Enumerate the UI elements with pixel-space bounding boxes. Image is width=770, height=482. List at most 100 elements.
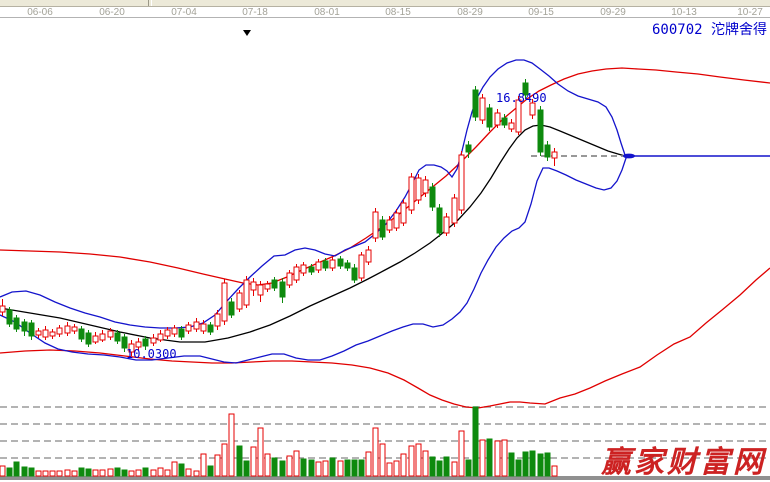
volume-bar — [544, 452, 551, 477]
volume-bar — [308, 459, 315, 477]
candle-body — [185, 324, 192, 332]
window-top-strip — [0, 0, 770, 7]
date-tick-label: 06-06 — [27, 7, 53, 18]
candle-body — [92, 335, 99, 343]
candle-body — [107, 330, 114, 338]
volume-bar — [494, 440, 501, 477]
candle-body — [42, 329, 49, 338]
date-tick-label: 08-01 — [314, 7, 340, 18]
volume-bar — [329, 457, 336, 477]
volume-bar — [121, 469, 128, 477]
price-annotation: 16.8490 — [496, 91, 547, 105]
volume-bar — [150, 469, 157, 477]
date-tick-label: 10-27 — [737, 7, 763, 18]
volume-bar — [200, 453, 207, 477]
volume-bar — [207, 465, 214, 477]
candle-body — [6, 309, 13, 325]
candle-body — [264, 283, 271, 290]
volume-bar — [28, 467, 35, 477]
volume-bar — [214, 454, 221, 477]
volume-bar — [479, 439, 486, 477]
candle-body — [415, 177, 422, 201]
volume-bar — [408, 445, 415, 477]
volume-bar — [92, 469, 99, 477]
candle-body — [221, 282, 228, 322]
volume-bar — [142, 467, 149, 477]
candle-body — [64, 325, 71, 334]
date-tick-label: 07-18 — [242, 7, 268, 18]
candle-body — [178, 328, 185, 338]
volume-bar — [286, 455, 293, 477]
volume-bar — [78, 467, 85, 477]
candle-body — [99, 333, 106, 341]
candle-body — [458, 154, 465, 211]
candle-body — [537, 109, 544, 153]
volume-bar — [515, 459, 522, 477]
volume-bar — [358, 459, 365, 477]
candle-body — [200, 323, 207, 332]
volume-bar — [21, 466, 28, 477]
candle-body — [214, 313, 221, 327]
volume-bar — [293, 450, 300, 477]
candle-body — [365, 249, 372, 263]
volume-bar — [264, 453, 271, 477]
candle-body — [228, 301, 235, 316]
volume-bar — [49, 470, 56, 477]
candle-body — [529, 102, 536, 116]
candle-body — [150, 337, 157, 344]
candle-body — [408, 176, 415, 211]
candle-body — [372, 211, 379, 239]
candle-body — [293, 266, 300, 281]
candle-body — [243, 279, 250, 306]
candle-body — [193, 321, 200, 330]
candle-body — [271, 279, 278, 289]
volume-bar — [42, 470, 49, 477]
volume-bar — [422, 450, 429, 477]
candle-body — [78, 328, 85, 340]
volume-bar — [429, 456, 436, 477]
date-tick-label: 10-13 — [671, 7, 697, 18]
volume-bar — [107, 468, 114, 477]
candle-body — [508, 122, 515, 130]
volume-bar — [472, 406, 479, 477]
volume-bar — [221, 443, 228, 477]
date-tick-label: 08-29 — [457, 7, 483, 18]
volume-bar — [271, 457, 278, 477]
volume-bar — [465, 459, 472, 477]
volume-bar — [337, 460, 344, 477]
date-axis-rule — [0, 17, 770, 18]
volume-bar — [6, 467, 13, 477]
band-pinch-point — [623, 153, 635, 159]
price-annotation: 10.0300 — [126, 347, 177, 361]
candle-body — [422, 179, 429, 194]
date-tick-label: 09-15 — [528, 7, 554, 18]
candle-body — [486, 107, 493, 128]
watermark-text: 赢家财富网 — [601, 446, 766, 479]
date-axis: 06-06 06-20 07-04 07-18 08-01 08-15 08-29 09-15… — [0, 7, 770, 18]
candle-body — [71, 326, 78, 332]
volume-bar — [508, 452, 515, 477]
candle-body — [250, 281, 257, 291]
volume-bar — [551, 465, 558, 477]
volume-bar — [35, 470, 42, 477]
candle-body — [279, 281, 286, 298]
volume-bar — [56, 470, 63, 477]
volume-bar — [193, 470, 200, 477]
inner-band-lower-line — [0, 155, 630, 364]
candle-body — [164, 329, 171, 337]
candle-body — [35, 330, 42, 336]
date-tick-label: 08-15 — [385, 7, 411, 18]
candle-body — [207, 324, 214, 333]
volume-bar — [236, 445, 243, 477]
candle-body — [114, 332, 121, 342]
volume-bar — [279, 460, 286, 477]
candle-body — [551, 151, 558, 159]
volume-bar — [114, 467, 121, 477]
volume-bar — [257, 427, 264, 477]
volume-bar — [243, 460, 250, 477]
stock-title: 600702 沱牌舍得 — [652, 19, 767, 39]
volume-bar — [400, 453, 407, 477]
volume-bar — [436, 460, 443, 477]
